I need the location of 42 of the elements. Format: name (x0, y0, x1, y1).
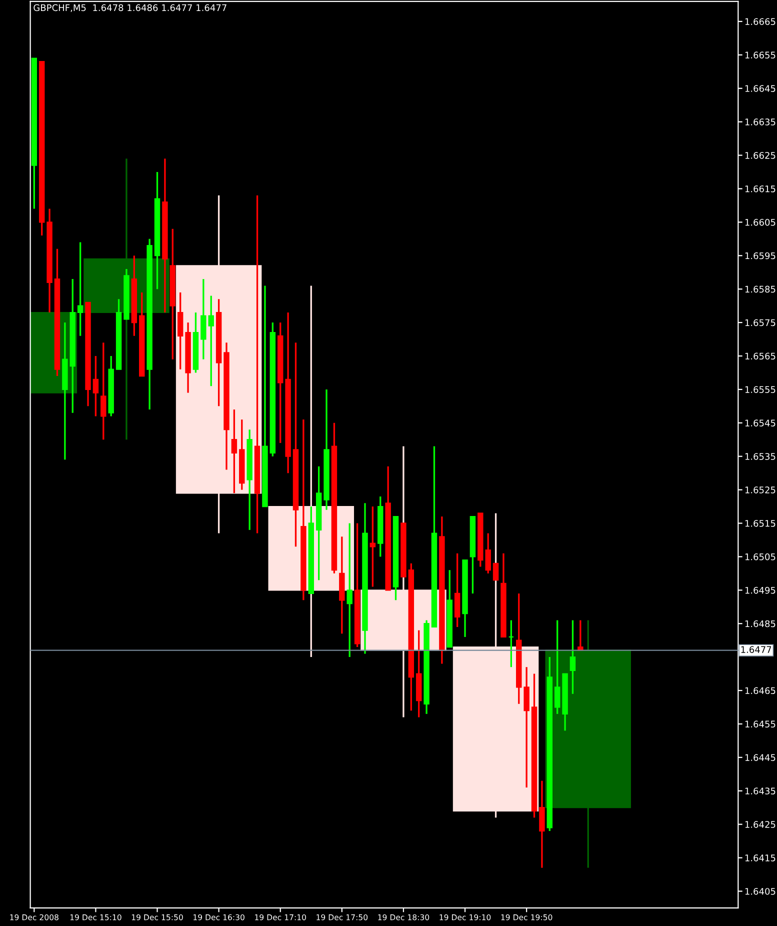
y-tick-label: 1.6655 (745, 52, 776, 58)
y-tick-label: 1.6555 (745, 386, 776, 393)
y-tick-label: 1.6445 (745, 754, 776, 761)
y-tick-label: 1.6605 (745, 218, 776, 226)
y-tick-label: 1.6645 (745, 85, 776, 92)
y-tick-label: 1.6565 (745, 352, 776, 360)
candlestick (346, 522, 352, 658)
y-tick-label: 1.6665 (745, 18, 776, 26)
y-tick-label: 1.6515 (745, 520, 776, 527)
y-tick-label: 1.6635 (745, 118, 776, 126)
y-tick-label: 1.6415 (745, 854, 776, 862)
candlestick (92, 355, 99, 418)
candlestick (454, 552, 460, 628)
candlestick (539, 780, 545, 869)
candlestick (100, 342, 106, 440)
y-tick-label: 1.6535 (745, 453, 776, 460)
y-tick-label: 1.6495 (745, 586, 776, 594)
candlestick (370, 506, 376, 588)
candlestick (177, 292, 184, 370)
y-tick-label: 1.6625 (745, 152, 776, 159)
candlestick (508, 619, 514, 668)
candlestick (524, 666, 530, 788)
y-tick-label: 1.6615 (745, 185, 776, 192)
candlestick (77, 241, 84, 337)
y-tick-label: 1.6435 (745, 788, 776, 794)
y-tick-label: 1.6585 (745, 286, 776, 293)
chart-title: GBPCHF,M5 1.6478 1.6486 1.6477 1.6477 (34, 4, 226, 12)
y-tick-label: 1.6595 (745, 252, 776, 260)
candlestick (570, 619, 576, 695)
y-tick-label: 1.6425 (745, 821, 776, 828)
candlestick (231, 408, 238, 494)
y-tick-label: 1.6545 (745, 420, 776, 426)
y-tick-label: 1.6505 (745, 553, 776, 560)
candlestick (492, 562, 499, 581)
y-tick-label: 1.6485 (745, 620, 776, 628)
candlestick (554, 619, 560, 715)
y-tick-label: 1.6465 (745, 687, 776, 694)
y-tick-label: 1.6455 (745, 720, 776, 728)
ref-line-label: 1.6477 (741, 646, 772, 653)
y-tick-label: 1.6405 (745, 888, 776, 895)
y-tick-label: 1.6575 (745, 319, 776, 326)
y-tick-label: 1.6525 (745, 486, 776, 494)
